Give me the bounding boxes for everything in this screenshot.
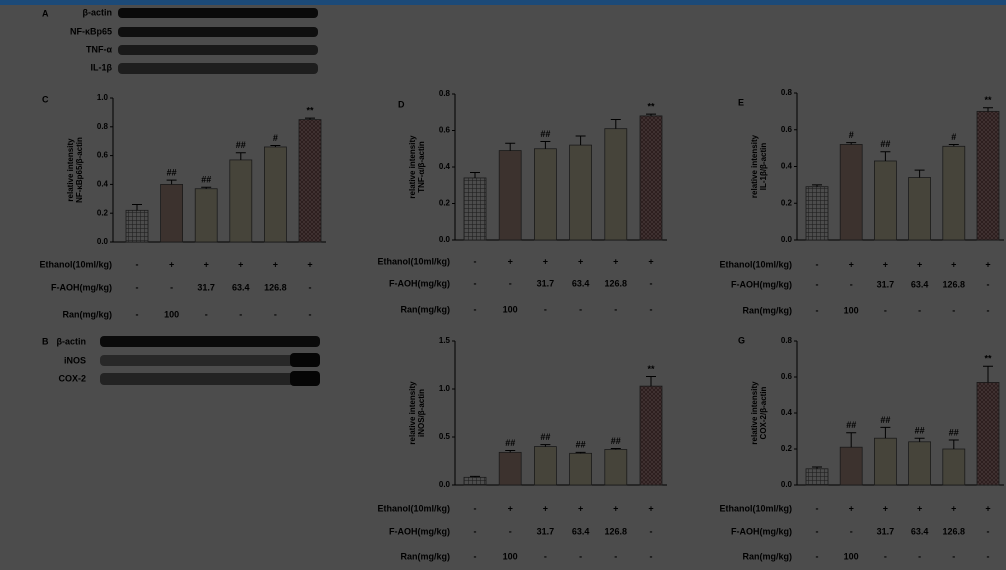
top-bar (0, 0, 1006, 5)
dim-overlay (0, 0, 1006, 570)
page: Aβ-actinNF-κBp65TNF-αIL-1βBβ-actiniNOSCO… (0, 0, 1006, 570)
